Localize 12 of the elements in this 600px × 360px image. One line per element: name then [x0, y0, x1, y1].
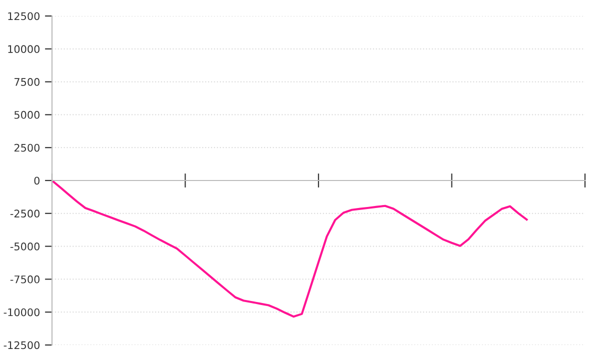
- y-tick-label: 5000: [14, 110, 40, 119]
- y-tick-label: 12500: [8, 12, 40, 20]
- y-tick-label: 0: [34, 176, 40, 185]
- y-tick-label: 10000: [8, 45, 40, 54]
- y-tick-label: -10000: [4, 308, 40, 316]
- y-tick-label: 7500: [14, 78, 40, 86]
- line-series: [52, 179, 528, 318]
- y-tick-label: -12500: [4, 341, 40, 350]
- y-tick-label: -7500: [10, 275, 40, 284]
- y-tick-label: -2500: [10, 210, 40, 218]
- y-tick-label: -5000: [10, 242, 40, 250]
- y-tick-label: 2500: [14, 144, 40, 152]
